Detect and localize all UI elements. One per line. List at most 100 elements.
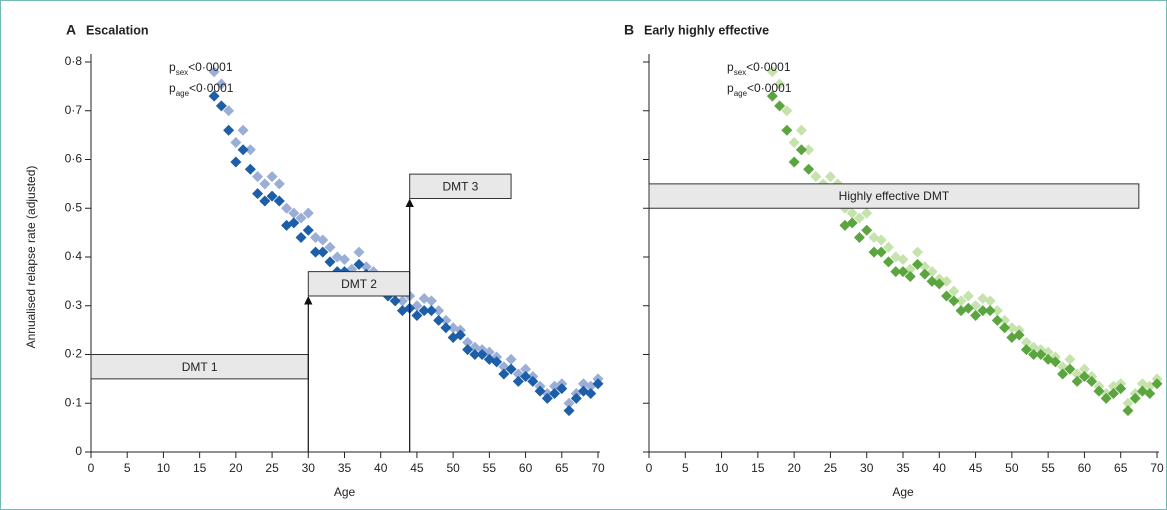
data-point: [1057, 368, 1069, 380]
x-tick-label: 20: [787, 461, 801, 475]
data-point: [1115, 383, 1127, 395]
data-point: [317, 234, 329, 246]
treatment-label: DMT 2: [341, 277, 377, 291]
annotation-text: <0·0001: [188, 60, 233, 74]
data-point: [868, 246, 880, 258]
data-point: [919, 268, 931, 280]
data-point: [1020, 336, 1032, 348]
data-point: [396, 295, 408, 307]
annotation-subscript: sex: [176, 68, 188, 77]
annotation-symbol: p: [727, 60, 734, 74]
data-point: [302, 224, 314, 236]
data-point: [1049, 356, 1061, 368]
data-point: [948, 285, 960, 297]
data-point: [563, 397, 575, 409]
data-point: [781, 124, 793, 136]
x-tick-label: 20: [229, 461, 243, 475]
x-tick-label: 5: [682, 461, 689, 475]
data-point: [259, 178, 271, 190]
data-point: [875, 234, 887, 246]
data-point: [230, 156, 242, 168]
data-point: [353, 246, 365, 258]
data-point: [853, 212, 865, 224]
data-point: [454, 329, 466, 341]
data-point: [585, 388, 597, 399]
data-point: [766, 90, 778, 102]
data-point: [295, 212, 307, 224]
data-point: [933, 278, 945, 290]
data-point: [281, 202, 293, 214]
data-point: [853, 232, 865, 243]
data-point: [912, 246, 924, 258]
y-axis-label: Annualised relapse rate (adjusted): [24, 166, 38, 349]
data-point: [244, 144, 256, 156]
data-point: [977, 305, 989, 317]
data-point: [208, 66, 220, 78]
annotation: psex<0·0001: [727, 60, 791, 76]
data-point: [1035, 349, 1047, 360]
data-point: [266, 171, 278, 183]
x-tick-label: 0: [646, 461, 653, 475]
x-tick-label: 70: [591, 461, 605, 475]
x-axis-label: Age: [892, 485, 914, 499]
x-tick-label: 15: [193, 461, 207, 475]
data-point: [904, 271, 916, 282]
x-tick-label: 65: [555, 461, 569, 475]
data-point: [237, 144, 249, 156]
data-point: [288, 217, 300, 229]
data-point: [774, 78, 786, 90]
data-point: [1122, 405, 1134, 417]
data-point: [520, 370, 532, 382]
y-tick-label: 0·1: [65, 395, 83, 409]
data-point: [425, 305, 437, 317]
x-tick-label: 45: [969, 461, 983, 475]
data-point: [259, 195, 271, 207]
data-point: [1151, 378, 1163, 390]
x-tick-label: 30: [860, 461, 874, 475]
x-tick-label: 50: [446, 461, 460, 475]
y-tick-label: 0·3: [65, 298, 83, 312]
annotation: page<0·0001: [727, 81, 792, 97]
data-point: [962, 290, 974, 302]
data-point: [534, 385, 546, 397]
annotation-subscript: sex: [734, 68, 746, 77]
x-tick-label: 60: [1078, 461, 1092, 475]
treatment-label: DMT 3: [442, 179, 478, 193]
data-point: [882, 241, 894, 253]
x-axis-label: Age: [334, 485, 356, 499]
y-tick-label: 0·2: [65, 347, 83, 361]
y-tick-label: 0·5: [65, 200, 83, 214]
data-point: [491, 356, 503, 368]
data-point: [498, 368, 510, 380]
y-tick-label: 0·4: [65, 249, 83, 263]
data-point: [339, 253, 350, 265]
x-tick-label: 55: [483, 461, 497, 475]
data-point: [476, 349, 488, 360]
annotation-text: <0·0001: [746, 60, 791, 74]
data-point: [803, 163, 815, 175]
x-tick-label: 0: [88, 461, 95, 475]
annotation-symbol: p: [727, 81, 734, 95]
data-point: [252, 188, 264, 200]
data-point: [1064, 363, 1076, 375]
data-point: [1020, 344, 1032, 356]
data-point: [1107, 388, 1119, 399]
data-point: [1100, 392, 1112, 404]
data-point: [273, 195, 285, 207]
annotation-symbol: p: [169, 60, 176, 74]
data-point: [948, 295, 960, 307]
data-point: [440, 314, 452, 326]
data-point: [295, 232, 307, 243]
data-point: [389, 295, 401, 307]
data-point: [941, 290, 953, 302]
y-tick-label: 0·7: [65, 103, 83, 117]
data-point: [795, 124, 807, 136]
data-point: [846, 217, 858, 229]
x-tick-label: 50: [1005, 461, 1019, 475]
data-point: [440, 322, 452, 334]
data-point: [556, 383, 568, 395]
data-point: [433, 305, 445, 317]
data-point: [512, 375, 524, 387]
data-point: [766, 66, 778, 78]
data-point: [541, 392, 553, 404]
